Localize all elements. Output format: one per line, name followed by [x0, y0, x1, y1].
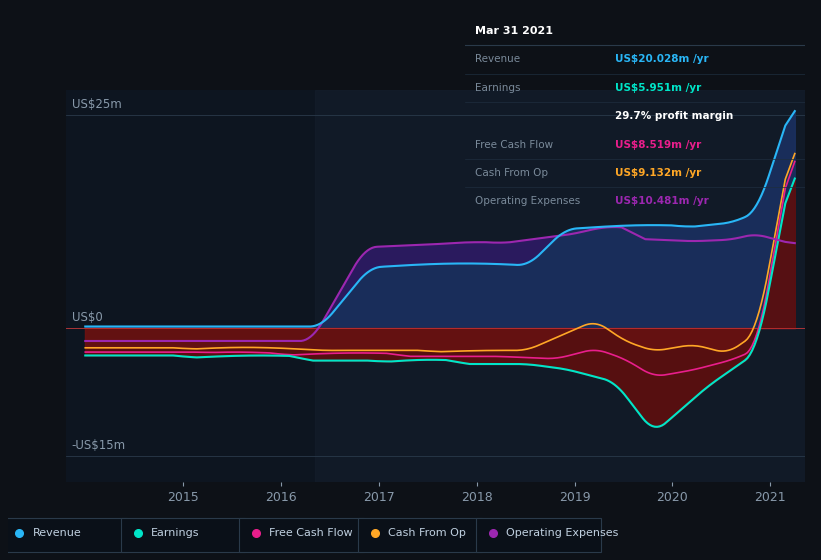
Text: Operating Expenses: Operating Expenses — [507, 529, 619, 538]
Text: US$0: US$0 — [71, 311, 103, 324]
FancyBboxPatch shape — [239, 517, 364, 552]
Text: US$9.132m /yr: US$9.132m /yr — [615, 168, 701, 178]
Text: US$25m: US$25m — [71, 98, 122, 111]
Text: US$5.951m /yr: US$5.951m /yr — [615, 83, 701, 93]
FancyBboxPatch shape — [121, 517, 245, 552]
Bar — [315, 90, 805, 482]
FancyBboxPatch shape — [358, 517, 482, 552]
Text: Earnings: Earnings — [151, 529, 200, 538]
Text: Mar 31 2021: Mar 31 2021 — [475, 26, 553, 36]
FancyBboxPatch shape — [476, 517, 601, 552]
Text: US$8.519m /yr: US$8.519m /yr — [615, 139, 701, 150]
Text: US$10.481m /yr: US$10.481m /yr — [615, 197, 709, 207]
Text: US$20.028m /yr: US$20.028m /yr — [615, 54, 709, 64]
Text: Operating Expenses: Operating Expenses — [475, 197, 580, 207]
Text: Cash From Op: Cash From Op — [388, 529, 466, 538]
Text: Cash From Op: Cash From Op — [475, 168, 548, 178]
Text: Earnings: Earnings — [475, 83, 521, 93]
Text: Free Cash Flow: Free Cash Flow — [475, 139, 553, 150]
Text: Revenue: Revenue — [33, 529, 81, 538]
Text: Free Cash Flow: Free Cash Flow — [269, 529, 353, 538]
Text: Revenue: Revenue — [475, 54, 520, 64]
FancyBboxPatch shape — [2, 517, 126, 552]
Text: 29.7% profit margin: 29.7% profit margin — [615, 111, 733, 121]
Text: -US$15m: -US$15m — [71, 439, 126, 452]
